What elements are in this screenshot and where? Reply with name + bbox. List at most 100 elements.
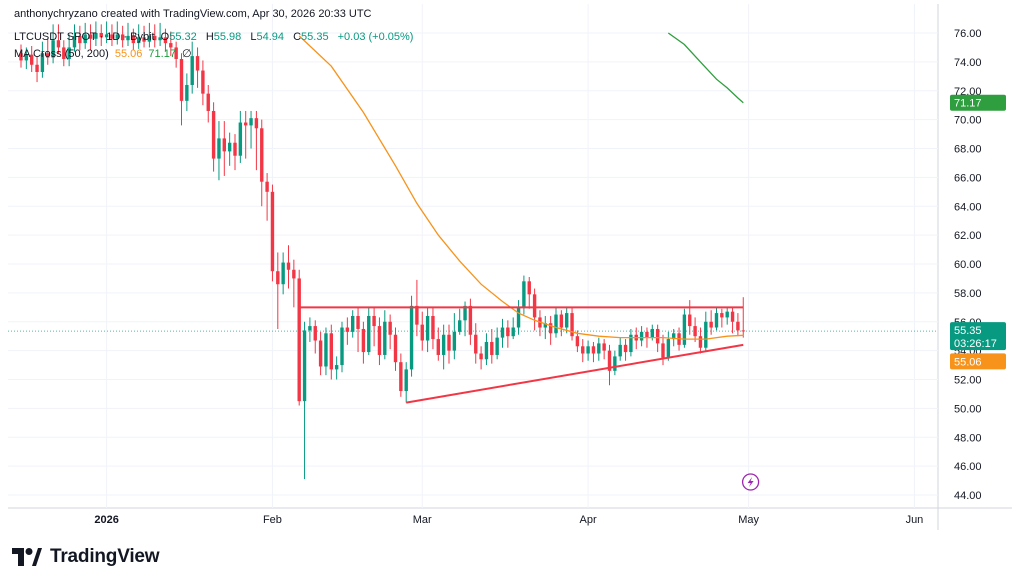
ma50-value: 55.06 <box>114 48 143 60</box>
candle-body <box>393 334 398 363</box>
y-tick-label: 52.00 <box>954 375 982 387</box>
candle-body <box>714 313 719 328</box>
candle-body <box>351 315 355 332</box>
x-tick-label: Jun <box>906 514 924 526</box>
support-line <box>406 343 744 404</box>
candle-body <box>730 311 735 322</box>
y-tick-label: 74.00 <box>954 57 982 69</box>
candle-body <box>693 326 697 337</box>
low-value: 54.94 <box>256 31 285 43</box>
candle-body <box>115 34 119 39</box>
candle-body <box>591 346 596 354</box>
candle-body <box>736 321 740 331</box>
y-tick-label: 66.00 <box>954 172 982 184</box>
candle-body <box>329 333 333 370</box>
candle-body <box>543 323 547 328</box>
candle-body <box>618 344 622 357</box>
brand-name: TradingView <box>50 546 160 567</box>
candle-body <box>356 315 360 329</box>
candle-body <box>324 333 328 367</box>
candle-body <box>94 33 98 39</box>
y-tick-label: 48.00 <box>954 432 982 444</box>
candle-body <box>581 346 585 354</box>
candle-body <box>51 40 55 58</box>
candle-body <box>661 343 665 358</box>
candle-body <box>725 311 729 318</box>
candle-body <box>24 54 29 61</box>
ma200-badge-label: 71.17 <box>954 98 982 110</box>
candle-body <box>195 56 200 71</box>
ma200-value: 71.17 <box>148 48 176 60</box>
candle-body <box>201 70 205 94</box>
candle-body <box>623 344 628 353</box>
flash-bolt <box>747 477 754 488</box>
candle-body <box>602 343 606 351</box>
x-tick-label: Mar <box>413 514 432 526</box>
price-chart[interactable]: 2026 Feb Mar Apr May Jun 44.00 46.00 48.00 50.00… <box>8 4 1012 530</box>
ma200-badge-bg <box>950 94 1006 111</box>
candle-body <box>516 307 521 328</box>
candle-body <box>409 305 414 370</box>
candle-body <box>142 37 146 42</box>
y-tick-label: 76.00 <box>954 28 982 40</box>
candle-body <box>254 118 259 129</box>
indicator-legend[interactable]: MA Cross (50, 200) 55.06 71.17 ∅ <box>14 47 195 60</box>
tradingview-logo[interactable]: TradingView <box>12 546 160 568</box>
candle-body <box>233 142 237 156</box>
candle-body <box>270 191 275 272</box>
candle-body <box>704 321 708 348</box>
candle-body <box>506 327 510 337</box>
indicator-name[interactable]: MA Cross (50, 200) <box>14 48 109 60</box>
symbol-name[interactable]: LTCUSDT SPOT · 1D · Bybit <box>14 31 155 43</box>
last-price-badge-bg <box>950 322 1006 351</box>
candle-body <box>249 118 253 126</box>
candle-body <box>720 313 724 318</box>
candle-body <box>206 93 210 111</box>
candle-body <box>185 84 189 101</box>
x-tick-label: 2026 <box>94 514 118 526</box>
candle-body <box>367 315 371 353</box>
y-tick-label: 62.00 <box>954 230 982 242</box>
candle-body <box>741 330 745 332</box>
candle-body <box>35 64 39 72</box>
candle-body <box>361 328 366 353</box>
candle-body <box>383 321 387 355</box>
candle-body <box>260 128 264 182</box>
candle-body <box>522 281 526 308</box>
y-tick-label: 60.00 <box>954 259 982 271</box>
candle-body <box>99 33 103 38</box>
candle-body <box>334 365 339 370</box>
x-tick-label: Feb <box>263 514 282 526</box>
alert-icon[interactable] <box>741 473 760 491</box>
candle-body <box>468 305 473 335</box>
candle-body <box>425 315 430 341</box>
candle-body <box>372 315 376 327</box>
candle-body <box>388 321 392 335</box>
candle-body <box>211 110 216 159</box>
candle-body <box>169 43 173 48</box>
candle-body <box>56 40 61 48</box>
candle-body <box>575 336 580 347</box>
candle-body <box>415 305 419 325</box>
candle-body <box>345 327 350 332</box>
candle-body <box>292 269 296 279</box>
candle-body <box>431 315 435 340</box>
candle-body <box>19 53 23 61</box>
moving-averages <box>298 32 744 340</box>
ma50-badge-label: 55.06 <box>954 356 982 368</box>
candle-body <box>479 353 483 360</box>
candle-body <box>672 333 676 340</box>
candle-body <box>436 339 440 355</box>
candle-body <box>655 328 660 344</box>
credit-line: anthonychryzano created with TradingView… <box>14 8 372 20</box>
candle-body <box>158 37 162 41</box>
candle-body <box>340 327 344 366</box>
candle-body <box>452 331 457 351</box>
y-axis: 44.0046.0048.0050.0052.0054.0056.0058.00… <box>954 28 982 502</box>
symbol-legend[interactable]: LTCUSDT SPOT · 1D · Bybit O55.32 H55.98 … <box>14 31 416 43</box>
candle-body <box>688 314 692 327</box>
high-label: H <box>205 31 214 43</box>
candle-body <box>666 339 671 358</box>
candle-body <box>179 58 184 101</box>
